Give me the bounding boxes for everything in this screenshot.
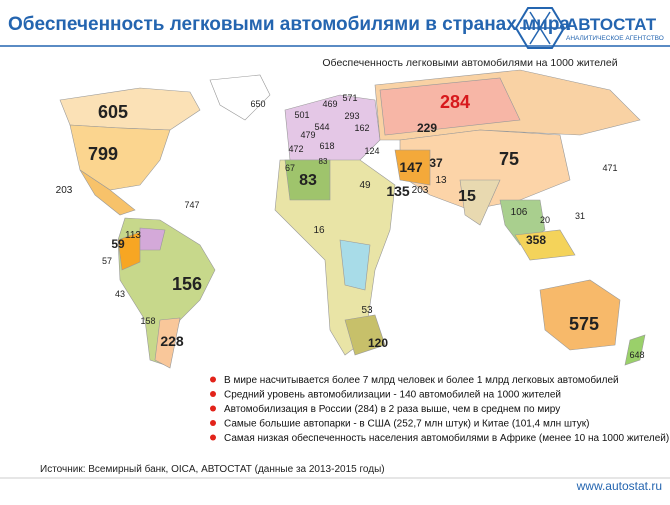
country-value: 203 [56, 185, 73, 196]
country-value: 544 [314, 122, 329, 132]
country-value: 293 [344, 111, 359, 121]
logo: АВТОСТАТ АНАЛИТИЧЕСКОЕ АГЕНТСТВО [514, 7, 664, 49]
bullet [210, 391, 216, 397]
note: В мире насчитывается более 7 млрд челове… [224, 374, 619, 386]
country-value: 135 [386, 183, 410, 199]
country-value: 799 [88, 144, 118, 164]
country-value: 228 [160, 333, 184, 349]
country-value: 618 [319, 141, 334, 151]
country-value: 59 [111, 237, 125, 251]
country-value: 43 [115, 289, 125, 299]
country-value: 113 [125, 230, 141, 241]
country-value: 147 [399, 159, 423, 175]
country-value: 31 [575, 211, 585, 221]
country-value: 37 [429, 156, 443, 170]
country-value: 471 [602, 163, 617, 173]
map-subtitle: Обеспеченность легковыми автомобилями на… [322, 57, 617, 69]
country-value: 575 [569, 314, 599, 334]
country-value: 49 [359, 180, 371, 191]
country-value: 67 [285, 163, 295, 173]
bullet [210, 376, 216, 383]
country-value: 15 [458, 188, 476, 205]
country-value: 203 [412, 185, 429, 196]
country-value: 156 [172, 274, 202, 294]
country-value: 83 [299, 172, 317, 189]
country-value: 605 [98, 102, 128, 122]
bullet [210, 420, 216, 426]
title: Обеспеченность легковыми автомобилями в … [8, 14, 570, 35]
logo-text: АВТОСТАТ [566, 15, 657, 34]
note: Средний уровень автомобилизации - 140 ав… [224, 389, 561, 401]
bullet [210, 405, 216, 412]
note: Самая низкая обеспеченность населения ав… [224, 432, 669, 444]
map [59, 69, 646, 369]
country-value: 83 [319, 157, 328, 166]
source: Источник: Всемирный банк, OICA, АВТОСТАТ… [40, 463, 385, 475]
country-value: 53 [361, 305, 373, 316]
country-value: 469 [322, 99, 337, 109]
country-value: 20 [540, 215, 550, 225]
country-value: 571 [342, 93, 357, 103]
url[interactable]: www.autostat.ru [576, 479, 662, 493]
country-value: 57 [102, 256, 112, 266]
country-value: 650 [250, 99, 265, 109]
country-value: 158 [140, 316, 155, 326]
country-value: 501 [294, 110, 309, 120]
note: Самые большие автопарки - в США (252,7 м… [224, 418, 589, 430]
country-value: 229 [417, 121, 437, 135]
country-value: 13 [435, 175, 447, 186]
bullet [210, 434, 216, 441]
country-value: 472 [288, 144, 303, 154]
country-value: 16 [313, 225, 325, 236]
country-value: 124 [364, 146, 379, 156]
country-value: 747 [184, 200, 199, 210]
note: Автомобилизация в России (284) в 2 раза … [224, 403, 560, 415]
notes: В мире насчитывается более 7 млрд челове… [210, 374, 669, 444]
country-value: 162 [354, 123, 369, 133]
logo-subtitle: АНАЛИТИЧЕСКОЕ АГЕНТСТВО [566, 35, 664, 42]
map-labels: 6057992037471135957156431582286505014695… [56, 92, 645, 360]
country-value: 284 [440, 92, 470, 112]
country-value: 75 [499, 149, 519, 169]
country-value: 358 [526, 233, 546, 247]
country-value: 106 [511, 207, 528, 218]
country-value: 648 [629, 350, 644, 360]
country-value: 479 [300, 130, 315, 140]
country-value: 120 [368, 336, 388, 350]
